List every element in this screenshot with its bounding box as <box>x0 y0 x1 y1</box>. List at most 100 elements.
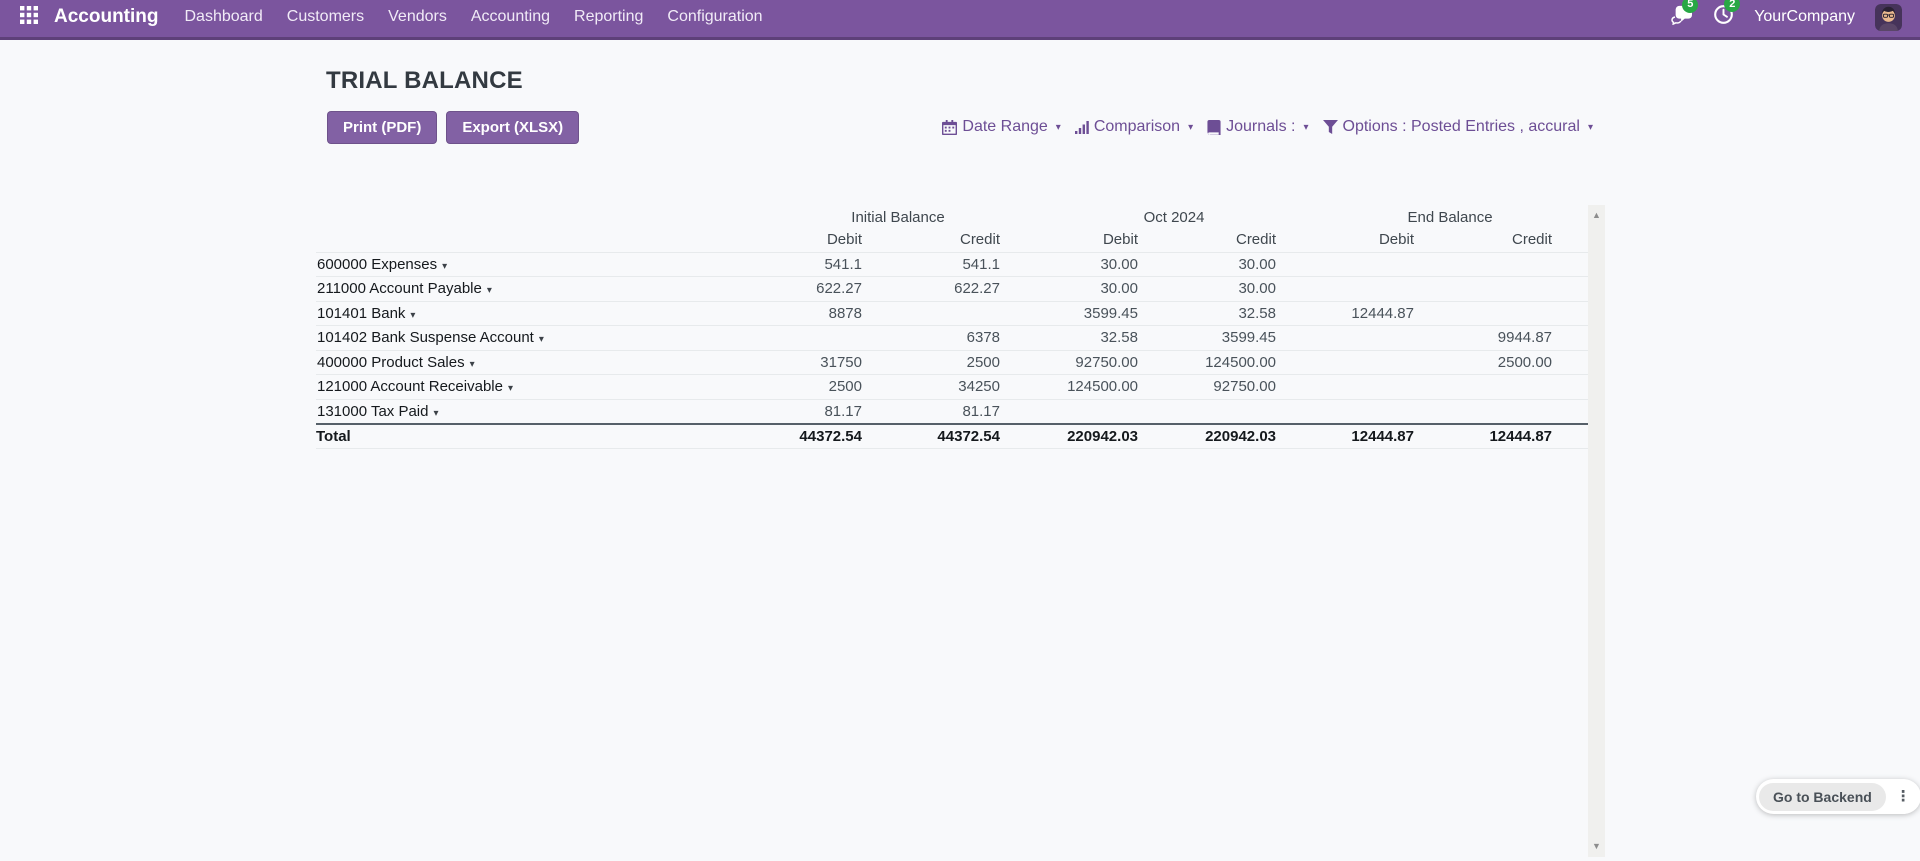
group-header-1: Oct 2024 <box>1143 208 1205 226</box>
total-amount-cell: 220942.03 <box>1174 422 1312 449</box>
nav-item-dashboard[interactable]: Dashboard <box>184 8 263 25</box>
amount-cell <box>898 301 1036 326</box>
messages-badge: 5 <box>1682 0 1699 13</box>
action-row: Print (PDF) Export (XLSX) Date Range ▾ Comp… <box>327 110 1593 144</box>
account-cell[interactable]: 101402 Bank Suspense Account ▾ <box>316 325 760 351</box>
chevron-down-icon: ▾ <box>1188 121 1194 133</box>
apps-menu-button[interactable] <box>12 0 46 34</box>
amount-cell <box>1312 325 1450 351</box>
comparison-filter[interactable]: Comparison ▾ <box>1074 118 1194 136</box>
account-name: 600000 Expenses <box>317 255 438 273</box>
chevron-down-icon: ▾ <box>1055 121 1061 133</box>
chevron-down-icon: ▾ <box>538 334 544 346</box>
amount-cell: 12444.87 <box>1312 301 1450 326</box>
account-cell[interactable]: 211000 Account Payable ▾ <box>316 276 760 302</box>
amount-cell <box>1450 301 1589 326</box>
group-header-2: End Balance <box>1407 208 1493 226</box>
kebab-menu-button[interactable]: ⋮ <box>1888 782 1918 811</box>
amount-cell: 622.27 <box>760 276 898 302</box>
account-name: 101401 Bank <box>317 304 406 322</box>
account-cell[interactable]: 400000 Product Sales ▾ <box>316 350 760 375</box>
account-cell[interactable]: 131000 Tax Paid ▾ <box>316 399 760 424</box>
messages-button[interactable]: 5 <box>1671 0 1699 30</box>
options-filter-label: Options : Posted Entries , accural <box>1342 118 1580 135</box>
scroll-up-icon[interactable]: ▲ <box>1592 210 1601 220</box>
go-to-backend-button[interactable]: Go to Backend <box>1759 782 1886 811</box>
amount-cell <box>760 325 898 351</box>
date-range-filter[interactable]: Date Range ▾ <box>942 118 1061 136</box>
nav-item-configuration[interactable]: Configuration <box>667 8 763 25</box>
options-filter[interactable]: Options : Posted Entries , accural ▾ <box>1322 118 1593 136</box>
total-amount-cell: 44372.54 <box>898 422 1036 449</box>
column-header-credit-5: Credit <box>1450 230 1589 253</box>
print-pdf-button[interactable]: Print (PDF) <box>327 110 438 144</box>
total-amount-cell: 220942.03 <box>1036 422 1174 449</box>
column-header-debit-2: Debit <box>1036 230 1174 253</box>
column-header-credit-1: Credit <box>898 230 1036 253</box>
comparison-filter-label: Comparison <box>1093 118 1181 135</box>
column-header-debit-0: Debit <box>760 230 898 253</box>
table-row: 600000 Expenses ▾ 541.1 541.1 30.00 30.00 <box>316 252 1589 277</box>
amount-cell: 30.00 <box>1174 252 1312 277</box>
amount-cell: 31750 <box>760 350 898 375</box>
column-header-credit-3: Credit <box>1174 230 1312 253</box>
amount-cell <box>1312 374 1450 400</box>
chevron-down-icon: ▾ <box>507 383 514 395</box>
amount-cell: 2500.00 <box>1450 350 1589 375</box>
amount-cell: 32.58 <box>1036 325 1174 351</box>
account-name: 121000 Account Receivable <box>317 378 503 396</box>
activities-button[interactable]: 2 <box>1713 0 1741 30</box>
journals-filter[interactable]: Journals : ▾ <box>1207 118 1309 136</box>
nav-item-customers[interactable]: Customers <box>286 8 365 25</box>
chevron-down-icon: ▾ <box>410 309 416 321</box>
group-header-row: Initial Balance Oct 2024 End Balance <box>316 204 1588 230</box>
amount-cell: 3599.45 <box>1036 301 1174 326</box>
amount-cell: 622.27 <box>898 276 1036 302</box>
nav-item-reporting[interactable]: Reporting <box>574 8 644 25</box>
bar-chart-icon <box>1074 120 1089 134</box>
amount-cell: 30.00 <box>1036 276 1174 302</box>
amount-cell: 8878 <box>760 301 898 326</box>
date-range-filter-label: Date Range <box>962 118 1048 135</box>
chevron-down-icon: ▾ <box>1303 121 1309 133</box>
chevron-down-icon: ▾ <box>486 285 492 297</box>
amount-cell: 32.58 <box>1174 301 1312 326</box>
group-header-0: Initial Balance <box>851 208 945 226</box>
amount-cell: 541.1 <box>760 252 898 277</box>
app-name[interactable]: Accounting <box>54 6 159 27</box>
amount-cell: 81.17 <box>760 399 898 424</box>
company-menu[interactable]: YourCompany <box>1754 8 1855 25</box>
amount-cell <box>1450 399 1589 424</box>
report-buttons: Print (PDF) Export (XLSX) <box>327 110 580 144</box>
vertical-scrollbar[interactable]: ▲ ▼ <box>1588 205 1605 857</box>
filter-icon <box>1322 120 1338 134</box>
nav-item-accounting[interactable]: Accounting <box>470 8 551 25</box>
amount-cell: 30.00 <box>1036 252 1174 277</box>
amount-cell <box>1036 399 1174 424</box>
table-row: 400000 Product Sales ▾ 31750 2500 92750.00 12… <box>316 350 1589 375</box>
account-cell[interactable]: 121000 Account Receivable ▾ <box>316 374 760 400</box>
scroll-down-icon[interactable]: ▼ <box>1592 841 1601 851</box>
journal-icon <box>1207 119 1221 135</box>
account-cell[interactable]: 600000 Expenses ▾ <box>316 252 760 277</box>
filter-bar: Date Range ▾ Comparison ▾ Journals : ▾ Options… <box>942 118 1593 136</box>
subheader-row: Debit Credit Debit Credit Debit Credit <box>316 230 1589 253</box>
amount-cell <box>1450 374 1589 400</box>
account-cell[interactable]: 101401 Bank ▾ <box>316 301 760 326</box>
amount-cell: 6378 <box>898 325 1036 351</box>
nav-left: Accounting Dashboard Customers Vendors Acco… <box>12 0 775 34</box>
page-title: TRIAL BALANCE <box>326 67 523 94</box>
total-row: Total 44372.54 44372.54 220942.03 220942.03 1… <box>316 422 1589 449</box>
trial-balance-table: Initial Balance Oct 2024 End Balance Debit C… <box>316 204 1589 449</box>
top-navbar: Accounting Dashboard Customers Vendors Acco… <box>0 0 1920 40</box>
total-label: Total <box>316 422 760 449</box>
backend-widget: Go to Backend ⋮ <box>1756 779 1920 814</box>
export-xlsx-button[interactable]: Export (XLSX) <box>446 110 580 144</box>
account-column-spacer <box>316 230 760 253</box>
nav-menu: Dashboard Customers Vendors Accounting Repor… <box>173 0 775 34</box>
amount-cell: 92750.00 <box>1174 374 1312 400</box>
user-avatar[interactable] <box>1875 3 1902 31</box>
nav-item-vendors[interactable]: Vendors <box>388 8 447 25</box>
amount-cell <box>1174 399 1312 424</box>
clock-icon <box>1713 4 1734 30</box>
